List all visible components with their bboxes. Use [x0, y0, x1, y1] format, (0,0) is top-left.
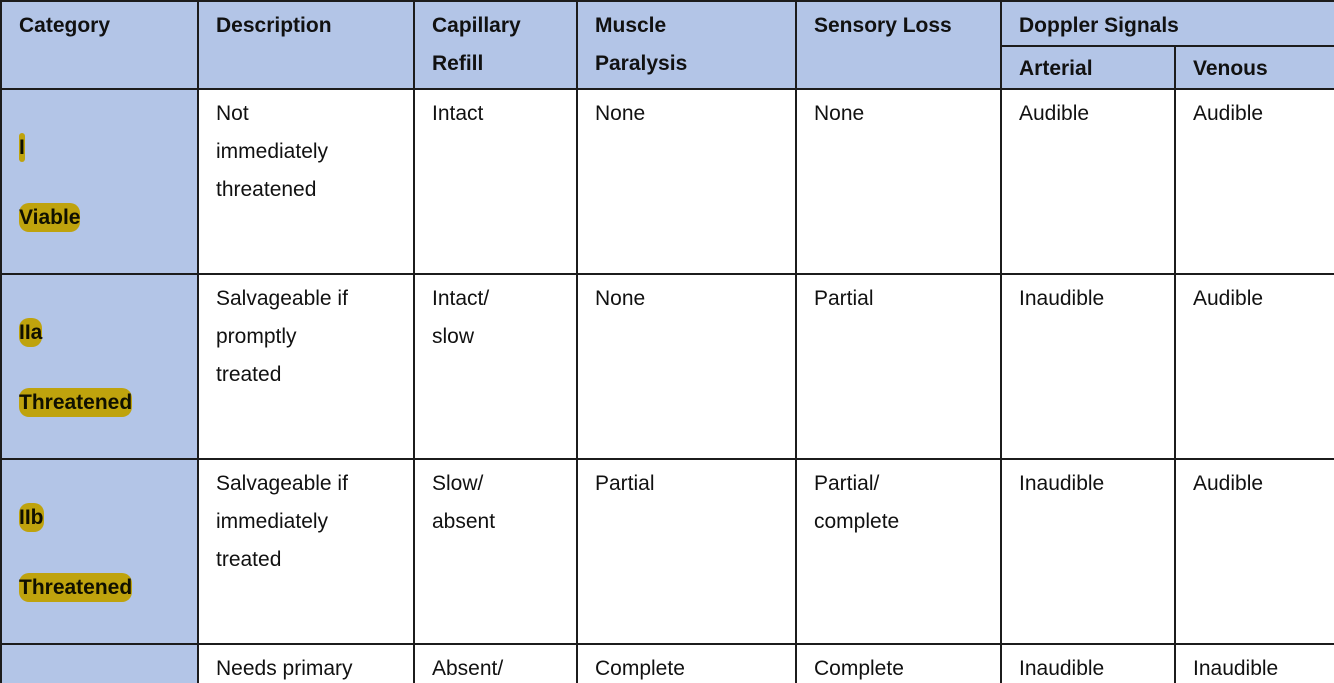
category-cell: I Viable [0, 88, 199, 275]
table-row-category-1: I Viable Not immediately threatened Inta… [0, 88, 1334, 275]
sensory-loss-cell: None [795, 88, 1002, 275]
muscle-paralysis-cell: None [576, 273, 797, 460]
doppler-arterial-cell: Audible [1000, 88, 1176, 275]
capillary-refill-cell: Intact/ slow [413, 273, 578, 460]
doppler-venous-cell: Audible [1173, 88, 1334, 275]
table-row-category-2a: IIa Threatened Salvageable if promptly t… [0, 273, 1334, 460]
muscle-paralysis-cell: Complete tense compartment [576, 643, 797, 683]
category-cell: IIa Threatened [0, 273, 199, 460]
category-label-highlight: Threatened [19, 573, 133, 602]
category-grade-highlight: I [19, 133, 25, 162]
doppler-arterial-cell: Inaudible [1000, 458, 1176, 645]
sensory-loss-cell: Partial/ complete [795, 458, 1002, 645]
col-header-category: Category [0, 0, 199, 90]
category-cell: IIb Threatened [0, 458, 199, 645]
col-header-doppler-signals: Doppler Signals [999, 0, 1334, 47]
col-header-doppler-venous: Venous [1173, 45, 1334, 90]
category-grade-highlight: IIb [19, 503, 44, 532]
description-cell: Needs primary amputation [197, 643, 415, 683]
table-row-category-3: III Irreversible Needs primary amputatio… [0, 643, 1334, 683]
category-label-highlight: Threatened [19, 388, 133, 417]
muscle-paralysis-cell: None [576, 88, 797, 275]
doppler-arterial-cell: Inaudible [1000, 643, 1176, 683]
table-row-category-2b: IIb Threatened Salvageable if immediatel… [0, 458, 1334, 645]
doppler-venous-cell: Audible [1173, 458, 1334, 645]
category-grade-highlight: IIa [19, 318, 43, 347]
muscle-paralysis-cell: Partial [576, 458, 797, 645]
description-cell: Not immediately threatened [197, 88, 415, 275]
description-cell: Salvageable if promptly treated [197, 273, 415, 460]
capillary-refill-cell: Absent/ mottling [413, 643, 578, 683]
col-header-doppler-arterial: Arterial [1000, 45, 1176, 90]
col-header-sensory-loss: Sensory Loss [795, 0, 1002, 90]
col-header-capillary-refill: Capillary Refill [413, 0, 578, 90]
capillary-refill-cell: Intact [413, 88, 578, 275]
col-header-description: Description [197, 0, 415, 90]
sensory-loss-cell: Complete [795, 643, 1002, 683]
doppler-venous-cell: Inaudible [1173, 643, 1334, 683]
category-cell: III Irreversible [0, 643, 199, 683]
doppler-arterial-cell: Inaudible [1000, 273, 1176, 460]
sensory-loss-cell: Partial [795, 273, 1002, 460]
doppler-venous-cell: Audible [1173, 273, 1334, 460]
description-cell: Salvageable if immediately treated [197, 458, 415, 645]
category-label-highlight: Viable [19, 203, 81, 232]
col-header-muscle-paralysis: Muscle Paralysis [576, 0, 797, 90]
capillary-refill-cell: Slow/ absent [413, 458, 578, 645]
